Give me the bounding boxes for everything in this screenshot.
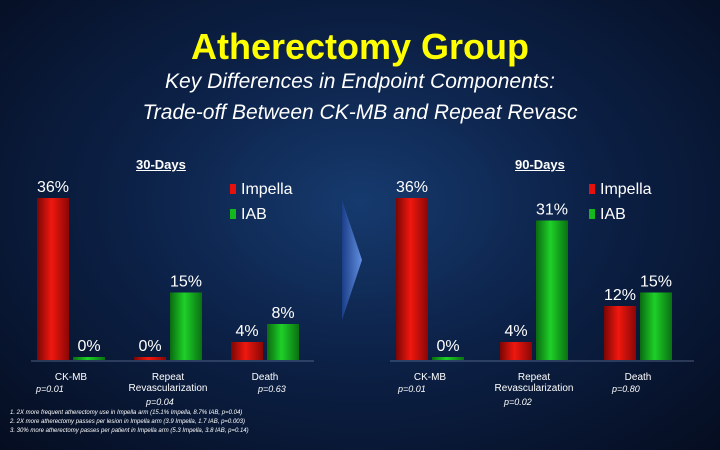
transition-arrow-icon [342,200,362,320]
bar-impella-2 [134,357,166,360]
category-label-1: CK-MB [414,372,447,383]
legend-label-impella: Impella [241,181,293,198]
bar-iab-3 [640,292,672,360]
category-label-3: Death [252,372,279,383]
p-value-90d-revasc: p=0.02 [504,397,532,407]
bar-iab-1 [73,357,105,360]
data-label-impella-3: 4% [235,323,258,340]
p-value-30d-ckmb: p=0.01 [36,384,64,394]
category-label-3: Death [625,372,652,383]
data-label-iab-1: 0% [77,338,100,355]
data-label-impella-2: 4% [504,323,527,340]
footnote-1: 1. 2X more frequent atherectomy use in I… [10,410,243,416]
legend-swatch-iab [589,209,595,219]
bar-impella-1 [396,198,428,360]
data-label-iab-3: 15% [640,274,672,291]
category-label-2: Repeat Revascularization [495,372,574,394]
panel-title-30-days: 30-Days [136,157,186,172]
data-label-iab-2: 15% [170,274,202,291]
bar-iab-2 [170,292,202,360]
bar-impella-1 [37,198,69,360]
footnote-3: 3. 30% more atherectomy passes per patie… [10,428,249,434]
bar-iab-2 [536,220,568,360]
p-value-90d-ckmb: p=0.01 [398,384,426,394]
data-label-iab-1: 0% [436,338,459,355]
data-label-iab-2: 31% [536,202,568,219]
bar-impella-2 [500,342,532,360]
p-value-30d-death: p=0.63 [258,384,286,394]
category-label-1: CK-MB [55,372,88,383]
bar-iab-3 [267,324,299,360]
slide-title: Atherectomy Group [190,26,530,67]
footnote-2: 2. 2X more atherectomy passes per lesion… [10,419,245,425]
data-label-impella-1: 36% [37,179,69,196]
panel-title-90-days: 90-Days [515,157,565,172]
slide-subtitle-line2: Trade-off Between CK-MB and Repeat Revas… [142,101,578,124]
legend-label-iab: IAB [600,206,626,223]
p-value-30d-revasc: p=0.04 [146,397,174,407]
bar-impella-3 [231,342,263,360]
slide-subtitle-line1: Key Differences in Endpoint Components: [165,70,555,93]
bar-impella-3 [604,306,636,360]
legend-label-iab: IAB [241,206,267,223]
data-label-impella-1: 36% [396,179,428,196]
legend-swatch-impella [230,184,236,194]
legend-swatch-iab [230,209,236,219]
data-label-impella-3: 12% [604,287,636,304]
legend-label-impella: Impella [600,181,652,198]
bar-iab-1 [432,357,464,360]
data-label-iab-3: 8% [271,305,294,322]
data-label-impella-2: 0% [138,338,161,355]
legend-swatch-impella [589,184,595,194]
category-label-2: Repeat Revascularization [129,372,208,394]
footnotes: 1. 2X more frequent atherectomy use in I… [10,409,249,436]
p-value-90d-death: p=0.80 [612,384,640,394]
